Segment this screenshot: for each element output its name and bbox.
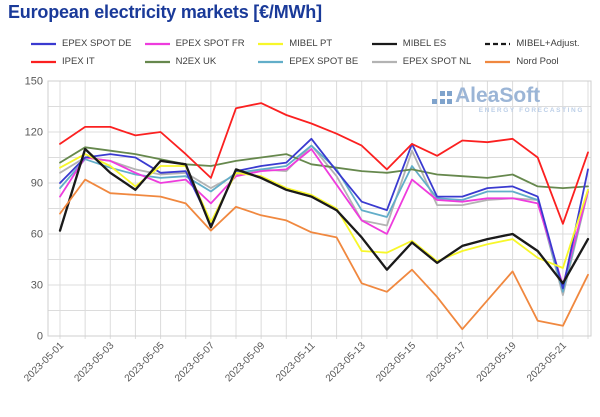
legend-item-epex-spot-fr: EPEX SPOT FR bbox=[144, 38, 254, 49]
x-axis-label: 2023-05-11 bbox=[274, 340, 318, 384]
chart-title: European electricity markets [€/MWh] bbox=[8, 2, 322, 22]
legend-item-n2ex-uk: N2EX UK bbox=[144, 56, 254, 67]
y-axis-label: 60 bbox=[31, 229, 43, 241]
legend-label: N2EX UK bbox=[175, 56, 217, 67]
x-axis-label: 2023-05-07 bbox=[173, 340, 217, 384]
legend-label: Nord Pool bbox=[516, 56, 559, 67]
legend-label: MIBEL ES bbox=[402, 38, 447, 49]
legend-label: EPEX SPOT NL bbox=[402, 56, 472, 67]
series-line-epex-spot-de bbox=[59, 137, 589, 290]
x-axis-label: 2023-05-01 bbox=[22, 340, 66, 384]
y-axis-label: 150 bbox=[25, 76, 43, 88]
legend-item-epex-spot-be: EPEX SPOT BE bbox=[257, 56, 367, 67]
y-axis-label: 120 bbox=[25, 127, 43, 139]
x-axis-label: 2023-05-13 bbox=[324, 340, 368, 384]
y-axis-label: 0 bbox=[37, 331, 43, 343]
legend-item-nord-pool: Nord Pool bbox=[484, 56, 594, 67]
legend-swatch-epex-spot-de bbox=[31, 42, 56, 45]
legend-swatch-nord-pool bbox=[485, 60, 511, 63]
legend-swatch-epex-spot-be bbox=[258, 60, 284, 63]
legend-swatch-ipex-it bbox=[31, 60, 56, 63]
x-axis-label: 2023-05-05 bbox=[123, 340, 167, 384]
legend-label: MIBEL+Adjust. bbox=[516, 38, 580, 49]
legend-label: EPEX SPOT DE bbox=[62, 38, 132, 49]
legend-item-ipex-it: IPEX IT bbox=[30, 56, 140, 67]
x-axis-label: 2023-05-17 bbox=[424, 340, 468, 384]
series-line-mibel-es bbox=[58, 147, 590, 285]
x-axis-label: 2023-05-03 bbox=[72, 340, 116, 384]
legend-item-epex-spot-de: EPEX SPOT DE bbox=[30, 38, 140, 49]
legend-swatch-n2ex-uk bbox=[144, 60, 170, 63]
legend-label: MIBEL PT bbox=[289, 38, 333, 49]
legend-item-epex-spot-nl: EPEX SPOT NL bbox=[371, 56, 481, 67]
series-line-mibel-pt bbox=[59, 153, 589, 269]
x-axis-label: 2023-05-19 bbox=[475, 340, 519, 384]
legend-label: IPEX IT bbox=[62, 56, 95, 67]
legend-item-mibel-pt: MIBEL PT bbox=[257, 38, 367, 49]
series-line-epex-spot-fr bbox=[59, 148, 589, 286]
chart-legend: EPEX SPOT DE EPEX SPOT FR MIBEL PT MIBEL ES… bbox=[30, 38, 594, 67]
legend-swatch-mibel-es bbox=[371, 42, 397, 45]
plot-border bbox=[47, 80, 592, 337]
legend-swatch-epex-spot-fr bbox=[144, 42, 170, 45]
legend-item-mibel-adjust: MIBEL+Adjust. bbox=[484, 38, 594, 49]
legend-item-mibel-es: MIBEL ES bbox=[371, 38, 481, 49]
x-axis-label: 2023-05-21 bbox=[525, 340, 569, 384]
legend-swatch-mibel-adjust bbox=[485, 42, 511, 45]
legend-label: EPEX SPOT BE bbox=[289, 56, 359, 67]
series-line-ipex-it bbox=[59, 102, 589, 225]
legend-label: EPEX SPOT FR bbox=[175, 38, 245, 49]
legend-swatch-epex-spot-nl bbox=[371, 60, 397, 63]
series-line-mibel-adjust bbox=[59, 148, 589, 285]
series-line-nord-pool bbox=[59, 178, 589, 331]
legend-swatch-mibel-pt bbox=[258, 42, 284, 45]
x-axis-label: 2023-05-15 bbox=[374, 340, 418, 384]
x-axis-label: 2023-05-09 bbox=[223, 340, 267, 384]
y-axis-label: 90 bbox=[31, 178, 43, 190]
y-axis-label: 30 bbox=[31, 280, 43, 292]
